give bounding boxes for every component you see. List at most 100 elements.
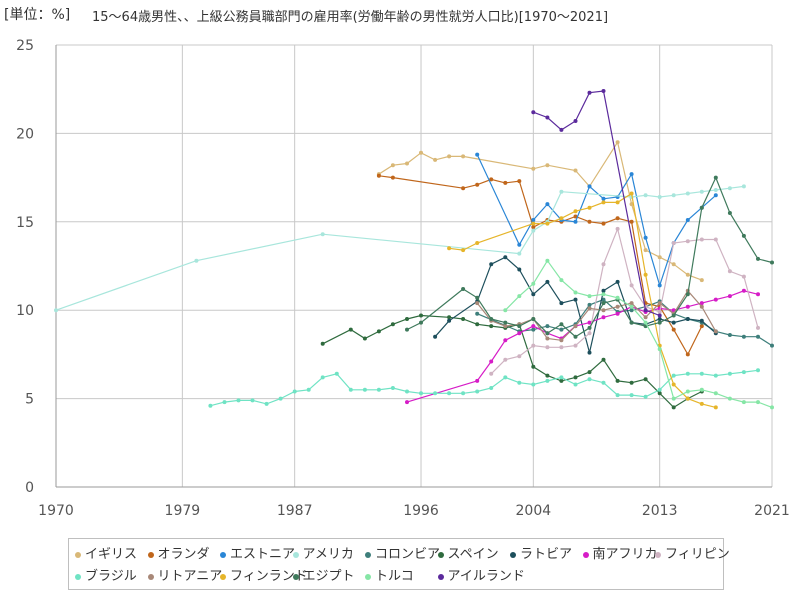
data-point (278, 396, 283, 401)
data-point (629, 283, 634, 288)
data-point (559, 378, 564, 383)
data-point (587, 331, 592, 336)
data-point (489, 324, 494, 329)
data-point (390, 386, 395, 390)
data-point (447, 318, 452, 323)
data-point (306, 387, 311, 392)
data-point (587, 320, 592, 325)
data-point (531, 364, 536, 369)
data-point (671, 193, 676, 198)
unit-label: [単位：%] (4, 7, 71, 23)
legend: イギリス オランダ エストニア アメリカ コロンビア スペイン ラトビア 南アフリカ フィリピン… (68, 538, 730, 590)
legend-item: フィリピン (655, 543, 730, 562)
data-point (545, 115, 550, 120)
legend-marker (147, 551, 154, 558)
series-9 (208, 368, 760, 408)
data-point (629, 320, 634, 325)
data-point (629, 301, 634, 306)
data-point (376, 173, 381, 178)
data-point (727, 371, 732, 376)
data-point (545, 345, 550, 350)
legend-label: ラトビア (520, 547, 573, 562)
series-line (476, 298, 773, 347)
legend-item: トルコ (365, 565, 414, 584)
data-point (222, 400, 227, 405)
legend-label: 南アフリカ (592, 547, 658, 562)
data-point (587, 306, 592, 311)
data-point (503, 338, 508, 343)
data-point (685, 317, 690, 321)
data-point (545, 331, 550, 336)
legend-label: フィリピン (665, 547, 730, 562)
data-point (419, 313, 423, 318)
data-point (699, 205, 704, 210)
data-point (713, 391, 718, 396)
data-point (671, 396, 676, 401)
data-point (573, 219, 578, 224)
data-point (587, 184, 592, 189)
data-point (657, 313, 662, 318)
data-point (503, 308, 508, 313)
data-point (475, 311, 480, 316)
data-point (685, 371, 690, 376)
data-point (643, 235, 648, 240)
data-point (699, 278, 704, 283)
data-point (587, 370, 592, 375)
data-point (475, 295, 480, 300)
legend-item: イギリス (75, 543, 137, 562)
data-point (685, 304, 690, 309)
data-point (362, 387, 367, 392)
data-point (461, 248, 466, 253)
data-point (405, 389, 409, 394)
data-point (629, 172, 634, 177)
data-point (447, 246, 452, 251)
data-point (601, 200, 606, 205)
data-point (727, 294, 732, 299)
data-point (770, 343, 774, 348)
data-point (489, 262, 494, 267)
data-point (545, 336, 550, 341)
data-point (615, 393, 620, 398)
data-point (531, 281, 536, 286)
data-point (405, 161, 409, 166)
data-point (741, 233, 746, 238)
series-layer (54, 89, 774, 410)
data-point (545, 258, 550, 263)
data-point (475, 322, 480, 327)
x-tick-label: 2004 (516, 503, 552, 519)
data-point (587, 205, 592, 210)
data-point (615, 304, 620, 309)
data-point (573, 168, 578, 173)
data-point (643, 394, 648, 399)
data-point (559, 327, 564, 332)
data-point (671, 320, 676, 325)
data-point (419, 320, 423, 325)
data-point (727, 186, 732, 191)
legend-marker (147, 573, 154, 580)
data-point (320, 341, 325, 346)
data-point (559, 375, 564, 380)
data-point (587, 294, 592, 299)
y-tick-label: 10 (16, 303, 34, 319)
data-point (699, 189, 704, 194)
legend-label: トルコ (375, 569, 414, 584)
data-point (643, 377, 648, 382)
data-point (671, 241, 676, 245)
data-point (601, 288, 606, 293)
data-point (629, 308, 634, 313)
data-point (713, 297, 718, 302)
series-7 (405, 288, 760, 405)
y-tick-label: 20 (16, 126, 34, 142)
data-point (756, 368, 760, 373)
series-line (406, 290, 759, 403)
data-point (433, 157, 438, 162)
x-tick-label: 2021 (754, 503, 790, 519)
data-point (517, 380, 522, 385)
legend-marker (292, 573, 299, 580)
data-point (727, 333, 732, 337)
data-point (531, 218, 536, 222)
data-point (503, 320, 508, 325)
series-line (322, 314, 703, 409)
legend-item: エジプト (292, 565, 355, 584)
data-point (629, 304, 634, 309)
